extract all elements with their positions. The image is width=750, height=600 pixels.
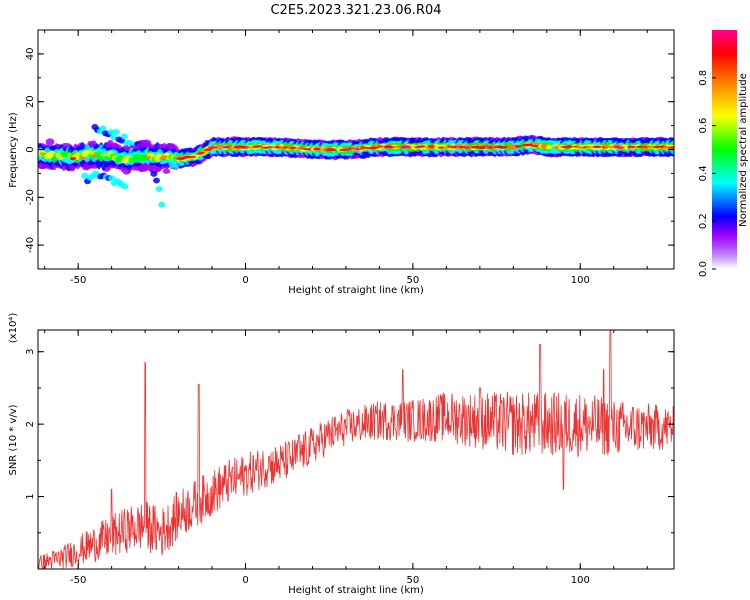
spectrogram-cell bbox=[437, 146, 445, 149]
spectrogram-cell bbox=[198, 151, 206, 154]
y-tick-label: 20 bbox=[25, 95, 36, 108]
spectrogram-cell bbox=[108, 175, 116, 182]
snr-ticks: -50 0 50 100 1 2 3 bbox=[25, 330, 674, 586]
spectrogram-cell bbox=[155, 186, 163, 193]
snr-frame bbox=[37, 329, 675, 570]
y-tick-label: 0 bbox=[25, 146, 36, 152]
spectrogram-cell bbox=[150, 170, 158, 177]
y-tick-label: 40 bbox=[25, 48, 36, 61]
spectrogram-cell bbox=[500, 145, 508, 149]
colorbar-ticks: 0.0 0.2 0.4 0.6 0.8 bbox=[698, 70, 716, 277]
x-tick-label: 100 bbox=[571, 275, 590, 286]
spectrogram-cell bbox=[313, 147, 321, 151]
spectrogram-cell bbox=[81, 172, 89, 179]
spectrogram-cell bbox=[594, 145, 602, 149]
spectrogram-cell bbox=[99, 125, 107, 132]
snr-ylabel: SNR (10 * v/v) bbox=[8, 404, 19, 475]
snr-xlabel: Height of straight line (km) bbox=[288, 585, 424, 596]
spectrogram-panel: -50 0 50 100 -40 -20 0 20 40 Height of straight … bbox=[8, 29, 675, 296]
x-tick-label: 100 bbox=[571, 575, 590, 586]
spectrogram-cell bbox=[617, 146, 625, 149]
spectrogram-cell bbox=[254, 145, 262, 148]
snr-series-line bbox=[38, 330, 674, 569]
spectrogram-cell bbox=[526, 143, 534, 146]
spectrogram-cell bbox=[540, 144, 548, 148]
spectrogram-cell bbox=[303, 148, 311, 151]
spectrogram-ticks: -50 0 50 100 -40 -20 0 20 40 bbox=[25, 29, 674, 286]
spectrogram-cell bbox=[120, 133, 128, 140]
x-tick-label: 0 bbox=[242, 275, 248, 286]
spectrogram-cell bbox=[418, 145, 426, 148]
spectrogram-cell bbox=[205, 148, 213, 151]
spectrogram-cell bbox=[189, 155, 197, 159]
y-tick-label: -20 bbox=[25, 189, 36, 205]
spectrogram-cell bbox=[100, 153, 108, 157]
snr-multiplier-label: (x10⁴) bbox=[8, 313, 19, 344]
spectrogram-cell bbox=[90, 154, 98, 158]
snr-panel: -50 0 50 100 1 2 3 Height of straight line (km… bbox=[8, 313, 675, 596]
spectrogram-cell bbox=[552, 146, 560, 149]
spectrogram-cell bbox=[158, 201, 166, 208]
colorbar-gradient bbox=[712, 30, 737, 269]
spectrogram-ylabel: Frequency (Hz) bbox=[8, 112, 19, 188]
figure-title: C2E5.2023.321.23.06.R04 bbox=[270, 3, 441, 18]
x-tick-label: -50 bbox=[70, 275, 86, 286]
spectrogram-heatmap bbox=[38, 123, 674, 208]
colorbar-tick-label: 0.2 bbox=[698, 213, 709, 229]
y-tick-label: 1 bbox=[25, 493, 36, 499]
spectrogram-cell bbox=[428, 145, 436, 148]
spectrogram-cell bbox=[112, 129, 120, 136]
spectrogram-cell bbox=[585, 146, 593, 149]
spectrogram-cell bbox=[210, 146, 218, 149]
spectrogram-cell bbox=[404, 145, 412, 149]
spectrogram-cell bbox=[371, 146, 379, 149]
spectrogram-cell bbox=[669, 146, 674, 149]
spectrogram-cell bbox=[121, 183, 129, 190]
spectrogram-cell bbox=[144, 155, 152, 159]
colorbar-tick-label: 0.4 bbox=[698, 165, 709, 181]
colorbar-tick-label: 0.6 bbox=[698, 118, 709, 134]
spectrogram-cell bbox=[69, 156, 77, 161]
spectrogram-xlabel: Height of straight line (km) bbox=[288, 285, 424, 296]
spectrogram-cell bbox=[61, 142, 71, 148]
y-tick-label: -40 bbox=[25, 237, 36, 253]
x-tick-label: -50 bbox=[70, 575, 86, 586]
spectrogram-cell bbox=[162, 168, 171, 174]
colorbar-tick-label: 0.8 bbox=[698, 70, 709, 86]
spectrogram-cell bbox=[566, 145, 574, 148]
spectrogram-cell bbox=[636, 145, 644, 148]
y-tick-label: 3 bbox=[25, 349, 36, 355]
spectrogram-cell bbox=[514, 145, 522, 148]
spectrogram-cell bbox=[463, 146, 471, 149]
x-tick-label: 0 bbox=[242, 575, 248, 586]
spectrogram-cell bbox=[45, 138, 55, 146]
spectrogram-cell bbox=[152, 177, 160, 184]
spectrogram-cell bbox=[161, 155, 169, 159]
x-tick-label: 50 bbox=[407, 275, 420, 286]
y-tick-label: 2 bbox=[25, 421, 36, 427]
spectrogram-cell bbox=[329, 148, 337, 152]
colorbar-label: Normalized spectral amplitude bbox=[738, 73, 749, 227]
spectrogram-cell bbox=[266, 146, 274, 149]
spectrogram-cell bbox=[531, 144, 539, 148]
spectrogram-cell bbox=[110, 134, 118, 141]
spectrogram-cell bbox=[39, 152, 47, 156]
spectrogram-cell bbox=[289, 146, 297, 150]
spectrogram-cell bbox=[107, 129, 115, 136]
x-tick-label: 50 bbox=[407, 575, 420, 586]
spectrogram-cell bbox=[79, 156, 87, 160]
colorbar-tick-label: 0.0 bbox=[698, 261, 709, 277]
colorbar: 0.0 0.2 0.4 0.6 0.8 Normalized spectral ampl… bbox=[698, 30, 749, 277]
